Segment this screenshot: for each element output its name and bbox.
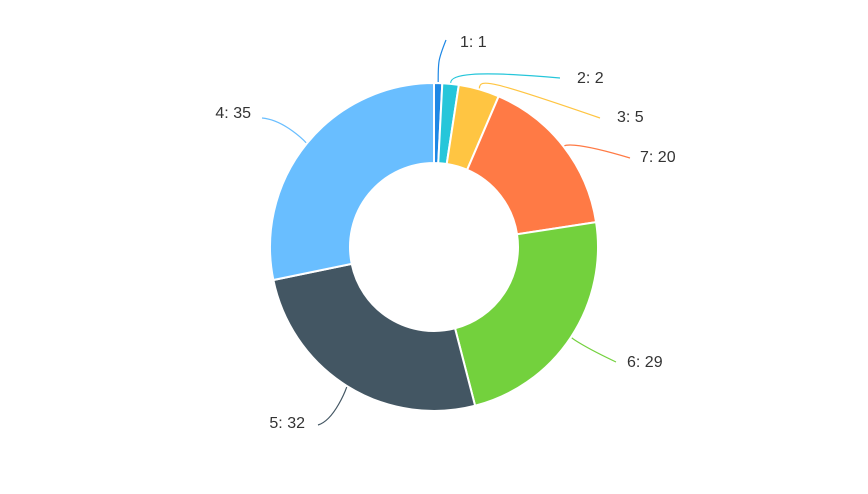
slice-label-1: 1: 1 <box>460 34 487 51</box>
slice-label-2: 2: 2 <box>577 70 604 87</box>
slice-label-3: 3: 5 <box>617 109 644 126</box>
slice-label-7: 7: 20 <box>640 149 676 166</box>
leader-line-6 <box>571 337 617 363</box>
slice-label-4: 4: 35 <box>215 105 251 122</box>
donut-slice-5[interactable] <box>272 262 477 412</box>
leader-line-5 <box>317 386 348 426</box>
slices-layer <box>269 81 599 412</box>
leader-line-2 <box>450 73 561 83</box>
leader-line-4 <box>261 117 307 144</box>
leader-lines-layer <box>261 39 631 426</box>
donut-slice-4[interactable] <box>269 81 435 282</box>
slice-label-6: 6: 29 <box>627 354 663 371</box>
leader-line-1 <box>437 39 447 83</box>
donut-slice-6[interactable] <box>453 221 599 407</box>
slice-label-5: 5: 32 <box>269 415 305 432</box>
labels-layer: 1: 1 2: 2 3: 5 7: 20 6: 29 5: 32 4: 35 <box>215 34 675 432</box>
leader-line-3 <box>478 82 601 119</box>
leader-line-7 <box>564 144 631 159</box>
